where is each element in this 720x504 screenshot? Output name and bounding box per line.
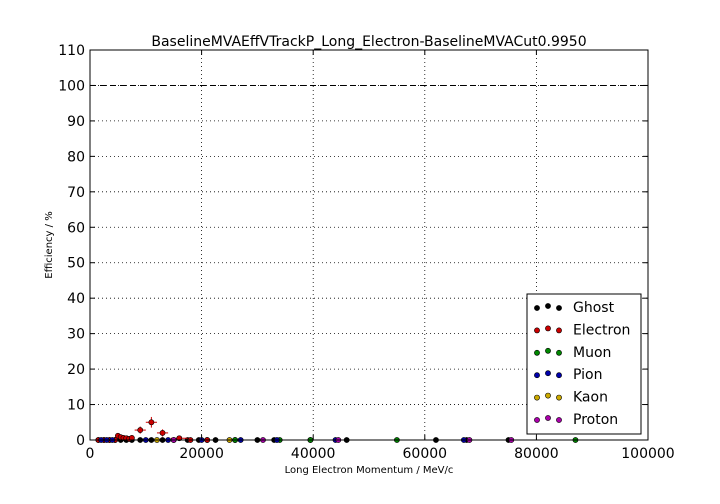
- legend-muon-marker: [534, 349, 540, 356]
- legend-electron-label: Electron: [573, 322, 630, 338]
- electron-marker: [137, 427, 144, 433]
- electron-point: [134, 426, 146, 434]
- x-tick-label: 60000: [403, 446, 448, 462]
- legend: Ghost Electron Muon Pion Kaon Proton: [526, 293, 642, 435]
- electron-point: [156, 429, 169, 437]
- y-tick-label: 0: [76, 433, 85, 449]
- y-tick-label: 80: [67, 149, 85, 165]
- legend-proton-marker: [545, 415, 551, 421]
- x-tick-label: 20000: [179, 446, 224, 462]
- legend-ghost-marker: [534, 305, 540, 311]
- electron-point: [128, 434, 135, 441]
- electron-point: [145, 416, 157, 428]
- y-tick-label: 90: [67, 114, 85, 130]
- legend-pion-marker: [556, 372, 562, 379]
- legend-ghost-label: Ghost: [573, 300, 615, 316]
- y-tick-label: 30: [67, 327, 85, 343]
- legend-box: [526, 293, 642, 435]
- legend-pion-marker: [534, 372, 540, 379]
- x-tick-label: 0: [86, 446, 95, 462]
- legend-proton-marker: [534, 417, 540, 423]
- legend-pion-label: Pion: [573, 367, 602, 383]
- legend-kaon-label: Kaon: [573, 390, 608, 406]
- y-tick-label: 10: [67, 398, 85, 414]
- legend-muon-label: Muon: [573, 345, 611, 361]
- x-axis-label: Long Electron Momentum / MeV/c: [285, 465, 454, 476]
- legend-kaon-marker: [556, 394, 562, 401]
- y-tick-label: 70: [67, 185, 85, 201]
- legend-electron-marker: [545, 325, 551, 332]
- legend-electron-marker: [534, 327, 540, 334]
- electron-marker: [148, 419, 155, 426]
- y-tick-label: 20: [67, 362, 85, 378]
- y-tick-label: 100: [58, 78, 85, 94]
- chart-title: BaselineMVAEffVTrackP_Long_Electron-Base…: [151, 34, 586, 50]
- legend-proton-label: Proton: [573, 412, 618, 428]
- y-tick-label: 40: [67, 291, 85, 307]
- x-tick-label: 80000: [514, 446, 559, 462]
- plot-frame: [89, 49, 649, 441]
- legend-proton-marker: [556, 417, 562, 423]
- legend-kaon-marker: [534, 394, 540, 401]
- legend-muon-marker: [545, 347, 551, 354]
- legend-electron-marker: [556, 327, 562, 334]
- axis-ticks: 0 20000 40000 60000 80000 100000 0 10 20 30 40 50 60…: [58, 43, 674, 462]
- x-tick-label: 40000: [291, 446, 336, 462]
- y-axis-label: Efficiency / %: [44, 211, 55, 278]
- electron-marker: [159, 430, 166, 436]
- legend-ghost-marker: [545, 303, 551, 309]
- legend-ghost-marker: [556, 305, 562, 311]
- y-tick-label: 60: [67, 220, 85, 236]
- legend-pion-marker: [545, 370, 551, 377]
- y-tick-label: 50: [67, 256, 85, 272]
- x-tick-label: 100000: [621, 446, 674, 462]
- y-tick-label: 110: [58, 43, 85, 59]
- legend-muon-marker: [556, 349, 562, 356]
- legend-kaon-marker: [545, 392, 551, 399]
